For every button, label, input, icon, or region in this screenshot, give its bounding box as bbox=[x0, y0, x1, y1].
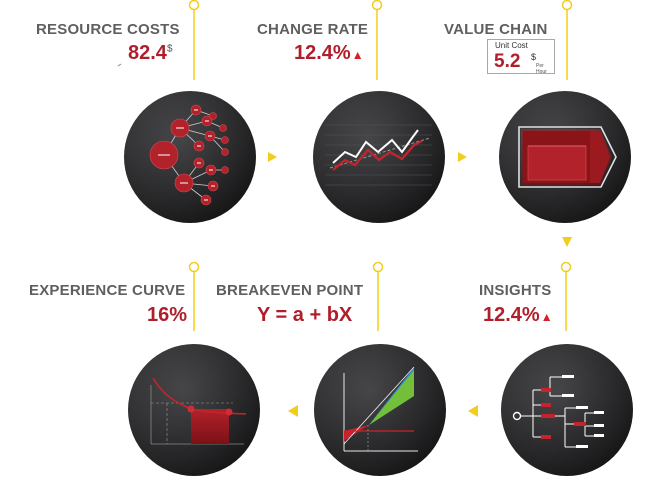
arrow-left-icon bbox=[468, 405, 478, 417]
node-title-breakeven-point: BREAKEVEN POINT bbox=[216, 282, 364, 299]
line-chart-icon bbox=[325, 124, 432, 186]
unit-cost-label: Unit Cost bbox=[495, 41, 528, 50]
node-title-value-chain: VALUE CHAIN bbox=[444, 21, 548, 38]
node-title-insights: INSIGHTS bbox=[479, 282, 552, 299]
up-triangle-icon: ▲ bbox=[540, 310, 553, 324]
node-value-breakeven-point: Y = a + bX bbox=[257, 304, 353, 326]
node-title-resource-costs: RESOURCE COSTS bbox=[36, 21, 180, 38]
arrow-right-icon bbox=[268, 152, 277, 162]
up-triangle-icon: ▲ bbox=[351, 48, 364, 62]
unit-cost-value: 5.2 bbox=[494, 51, 521, 72]
unit-cost-period: Per Hour bbox=[536, 63, 547, 75]
value-text: 12.4% bbox=[294, 42, 351, 64]
disk-insights bbox=[501, 344, 633, 476]
disk-resource-costs bbox=[124, 91, 256, 223]
disk-breakeven-point bbox=[314, 344, 446, 476]
value-text: 12.4% bbox=[483, 304, 540, 326]
unit-cost-currency: $ bbox=[531, 52, 537, 62]
arrow-right-icon bbox=[458, 152, 467, 162]
node-value-resource-costs: 82.4$ bbox=[128, 42, 173, 65]
node-title-experience-curve: EXPERIENCE CURVE bbox=[29, 282, 186, 299]
currency-unit: $ bbox=[166, 43, 173, 55]
flow-arrows bbox=[268, 152, 572, 417]
arrow-left-icon bbox=[288, 405, 298, 417]
node-value-change-rate: 12.4%▲ bbox=[294, 42, 364, 65]
breakeven-chart-icon bbox=[343, 366, 418, 452]
tick-mark bbox=[117, 63, 122, 67]
disk-change-rate bbox=[313, 91, 445, 223]
unit-cost-box: Unit Cost 5.2 $ Per Hour bbox=[487, 39, 555, 75]
node-value-insights: 12.4%▲ bbox=[483, 304, 553, 327]
node-value-experience-curve: 16% bbox=[147, 304, 188, 326]
experience-curve-icon bbox=[150, 377, 247, 445]
connector-1 bbox=[188, 0, 573, 331]
node-title-change-rate: CHANGE RATE bbox=[257, 21, 369, 38]
arrow-down-icon bbox=[562, 237, 572, 247]
value-text: 82.4 bbox=[128, 42, 167, 64]
value-chain-icon bbox=[518, 126, 617, 188]
